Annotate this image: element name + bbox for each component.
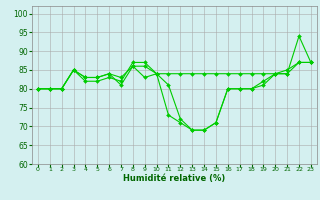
X-axis label: Humidité relative (%): Humidité relative (%) <box>123 174 226 183</box>
